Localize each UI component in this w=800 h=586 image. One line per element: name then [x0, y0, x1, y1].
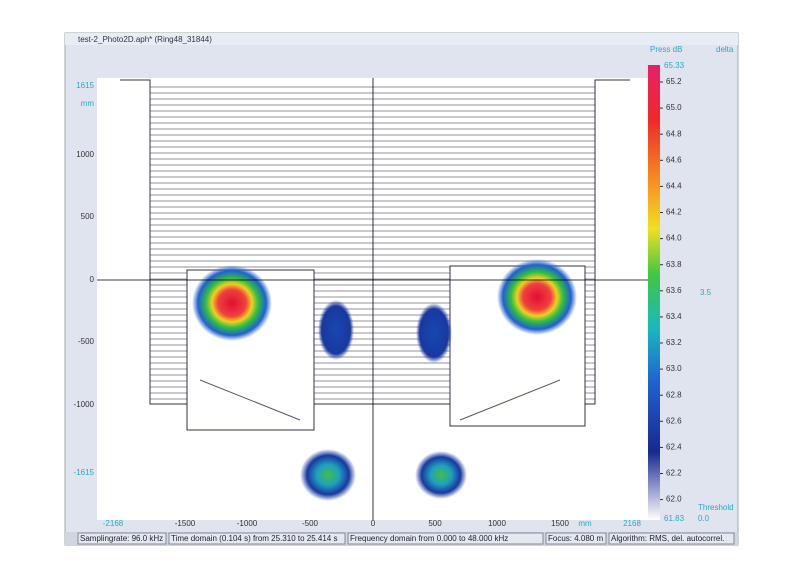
window-title: test-2_Photo2D.aph* (Ring48_31844) — [78, 35, 212, 44]
colorbar-label: 63.6 — [666, 286, 682, 295]
threshold-value: 0.0 — [698, 514, 710, 523]
colorbar-label: 64.6 — [666, 155, 682, 164]
colorbar-label: 63.2 — [666, 338, 682, 347]
status-field — [347, 532, 544, 545]
status-text: Algorithm: RMS, del. autocorrel. — [611, 534, 724, 543]
y-tick-label: mm — [81, 99, 95, 108]
colorbar — [648, 65, 660, 520]
x-tick-label: mm — [578, 519, 592, 528]
x-tick-label: -1500 — [175, 519, 196, 528]
x-tick-label: 500 — [428, 519, 442, 528]
delta-value: 3.5 — [700, 288, 712, 297]
delta-label: delta — [716, 45, 734, 54]
status-text: Time domain (0.104 s) from 25.310 to 25.… — [171, 534, 337, 543]
status-text: Focus: 4.080 m — [548, 534, 603, 543]
scene — [120, 79, 630, 501]
colorbar-label: 63.0 — [666, 364, 682, 373]
x-tick-label: 1000 — [488, 519, 506, 528]
x-tick-label: 0 — [371, 519, 376, 528]
colorbar-label: 63.8 — [666, 260, 682, 269]
status-text: Samplingrate: 96.0 kHz — [80, 534, 163, 543]
y-tick-label: -1615 — [74, 468, 95, 477]
colorbar-label: 64.0 — [666, 234, 682, 243]
threshold-label: Threshold — [698, 503, 734, 512]
colorbar-label: 65.0 — [666, 103, 682, 112]
x-tick-label: 2168 — [623, 519, 641, 528]
x-tick-label: -500 — [302, 519, 319, 528]
status-field — [608, 532, 735, 545]
status-text: Frequency domain from 0.000 to 48.000 kH… — [350, 534, 508, 543]
status-field — [77, 532, 167, 545]
y-tick-label: -500 — [78, 337, 95, 346]
y-tick-label: 0 — [90, 275, 95, 284]
status-field — [168, 532, 346, 545]
colorbar-label: 62.6 — [666, 416, 682, 425]
status-field — [545, 532, 607, 545]
x-tick-label: -2168 — [103, 519, 124, 528]
colorbar-label: 64.8 — [666, 129, 682, 138]
colorbar-label: 64.4 — [666, 182, 682, 191]
x-tick-label: 1500 — [551, 519, 569, 528]
colorbar-max: 65.33 — [664, 61, 685, 70]
colorbar-label: 62.4 — [666, 443, 682, 452]
colorbar-label: 62.2 — [666, 469, 682, 478]
colorbar-label: 62.0 — [666, 495, 682, 504]
colorbar-header: Press dB — [650, 45, 682, 54]
colorbar-label: 62.8 — [666, 390, 682, 399]
colorbar-min: 61.83 — [664, 514, 685, 523]
y-tick-label: 1000 — [76, 150, 94, 159]
y-tick-label: 500 — [81, 212, 95, 221]
x-tick-label: -1000 — [237, 519, 258, 528]
colorbar-label: 64.2 — [666, 208, 682, 217]
title-bar — [65, 33, 738, 45]
colorbar-label: 63.4 — [666, 312, 682, 321]
y-tick-label: -1000 — [74, 400, 95, 409]
colorbar-label: 65.2 — [666, 77, 682, 86]
y-tick-label: 1615 — [76, 81, 94, 90]
